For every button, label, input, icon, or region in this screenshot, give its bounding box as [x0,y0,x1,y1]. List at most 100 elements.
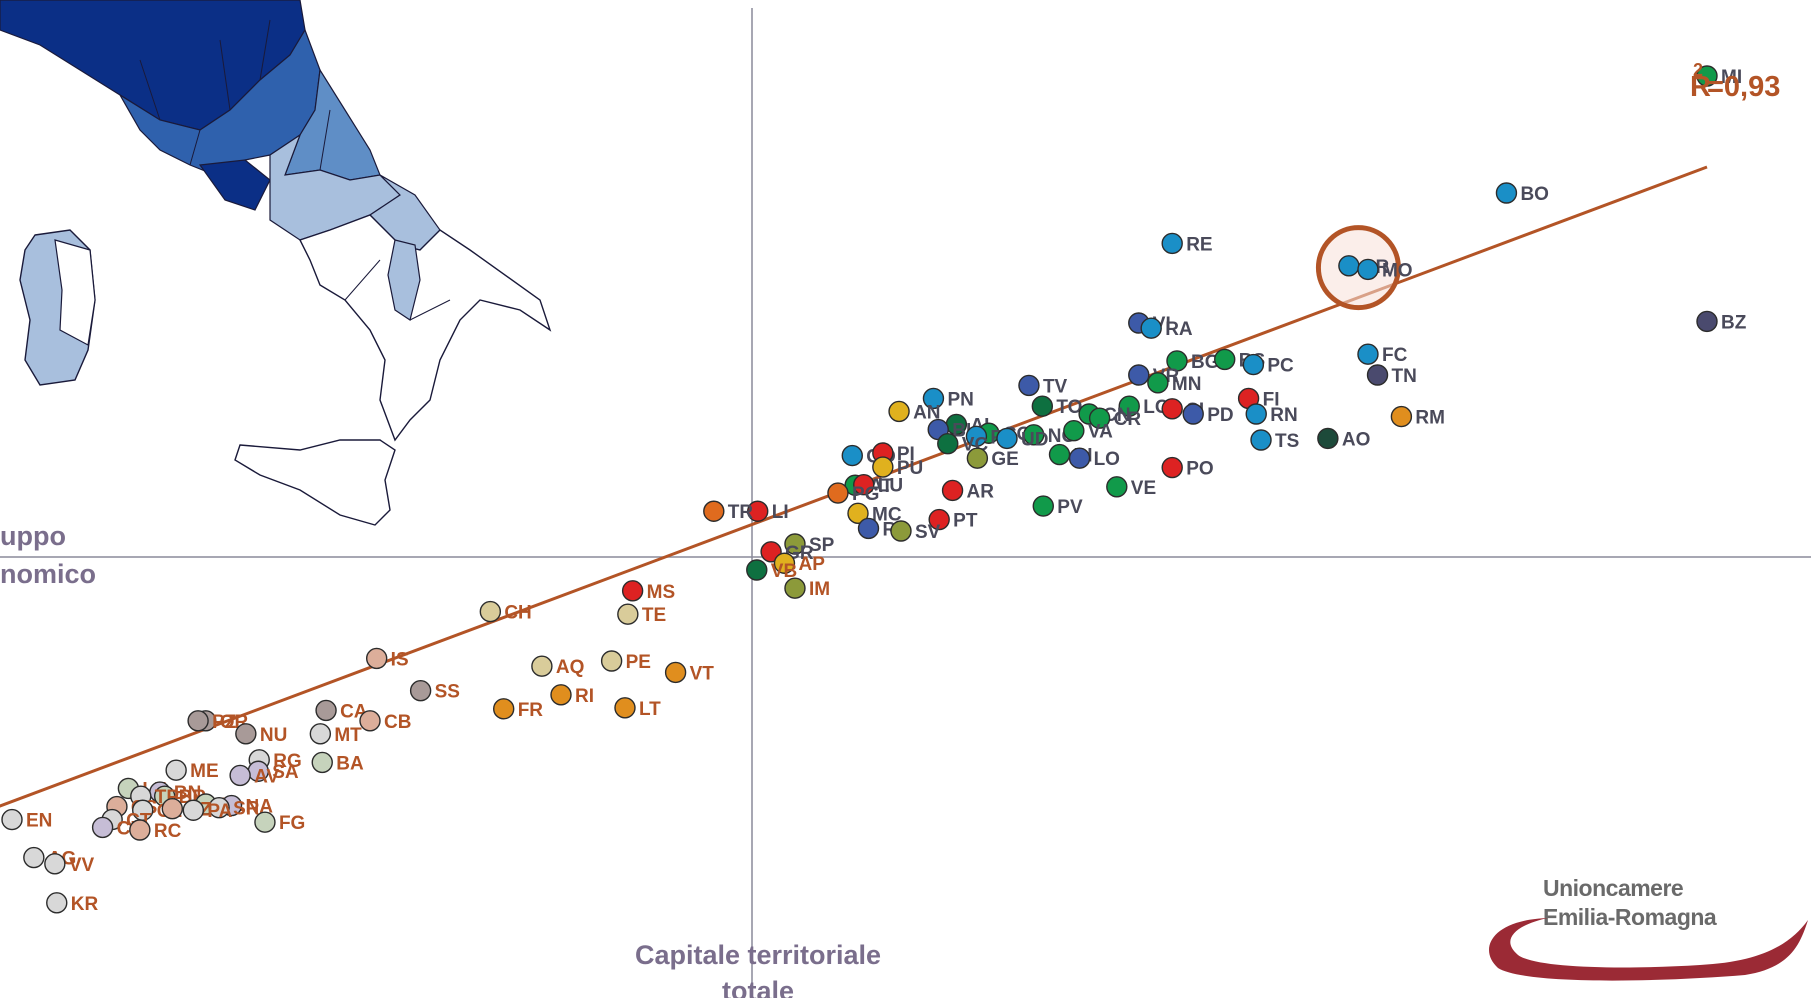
point-label-at: AT [869,476,893,497]
data-point-ve [1106,476,1128,498]
y-axis-title-line1: uppo [0,521,66,551]
x-axis-title-line1: Capitale territoriale [635,940,881,970]
point-label-ar: AR [967,481,995,502]
point-label-po: PO [1186,459,1213,480]
point-label-vt: VT [690,663,715,684]
data-point-ge [966,447,989,469]
point-label-rg: RG [273,751,302,772]
data-point-cr [1088,407,1111,429]
data-point-vc [937,432,959,455]
point-label-fg: FG [279,813,305,834]
point-label-mo: MO [1382,260,1413,281]
data-point-ba [311,751,333,774]
point-label-rn: RN [1270,405,1297,426]
point-label-tv: TV [1043,376,1068,397]
data-point-fc [1357,343,1379,365]
logo-swoosh [1489,918,1808,981]
data-point-mt [309,723,332,745]
r-squared-superscript: 2 [1693,60,1703,80]
data-point-fg [254,811,276,833]
point-label-rm: RM [1415,408,1445,429]
data-point-ce [91,816,114,839]
point-label-tn: TN [1392,366,1417,387]
r-squared-value: =0,93 [1707,71,1780,103]
data-point-bo [1495,182,1518,204]
point-label-aq: AQ [556,657,585,678]
point-label-pi: PI [897,444,915,465]
data-point-sp [784,533,806,555]
point-label-pa: PA [207,801,232,822]
point-label-an: AN [913,402,940,423]
point-label-lu: LU [878,476,903,497]
point-label-pg: PG [852,484,879,505]
data-point-pr [1338,255,1360,277]
point-label-fi: FI [1263,389,1280,410]
point-label-fr: FR [518,700,544,721]
point-label-pn: PN [947,389,973,410]
point-label-cr: CR [1114,409,1142,430]
data-point-bs [1214,348,1236,371]
data-point-kr [46,892,68,914]
data-point-bi [1048,443,1071,466]
point-label-pc: PC [1267,356,1294,377]
data-point-mi [1696,65,1718,87]
point-label-ms: MS [647,582,676,603]
data-point-to [1031,395,1054,417]
data-point-mc [847,502,869,525]
data-point-te [617,603,639,625]
point-label-vv: VV [69,855,95,876]
point-label-ap: AP [798,554,825,575]
data-point-li [747,500,769,522]
point-label-av: AV [254,766,279,787]
data-point-sv [890,520,912,542]
point-label-sv: SV [915,522,941,543]
data-point-ch [479,600,502,623]
data-point-pg [827,482,849,504]
point-label-ss: SS [435,682,460,703]
data-point-lu [853,474,875,496]
data-point-an [888,400,910,423]
point-label-lo: LO [1094,449,1120,470]
data-point-ts [1250,429,1272,451]
point-label-ch: CH [504,603,531,624]
data-point-lo [1068,447,1091,469]
point-label-bn: BN [174,783,201,804]
data-point-ca [315,699,337,722]
point-label-sr: SR [233,799,260,820]
point-label-fc: FC [1382,345,1408,366]
data-point-bg [1166,350,1188,372]
data-point-vr [1128,364,1150,386]
point-label-en: EN [26,811,52,832]
data-point-en [1,808,23,831]
data-point-pn [922,387,945,410]
data-point-fr [493,698,515,720]
data-point-mn [1147,372,1169,394]
point-label-bg: BG [1191,352,1220,373]
data-point-no [1023,424,1045,446]
point-label-pv: PV [1057,497,1083,518]
data-point-pa [182,799,205,821]
data-point-ro [857,517,880,540]
point-label-ts: TS [1275,431,1299,452]
data-point-pv [1032,495,1054,517]
point-label-pz: PZ [212,712,237,733]
r-squared-annotation: R2=0,93 [1690,60,1780,103]
data-point-av [229,764,251,787]
point-label-ba: BA [336,753,364,774]
data-point-ap [773,552,796,574]
data-point-ag [23,846,45,869]
data-point-ri [550,684,572,706]
data-point-vb [746,559,768,581]
point-label-kr: KR [71,894,99,915]
data-point-pd [1182,403,1204,425]
point-label-li: LI [772,502,789,523]
point-label-pe: PE [626,652,651,673]
data-point-fe [965,425,988,448]
data-point-cb [359,710,381,732]
data-point-lt [614,697,636,719]
data-point-ud [996,427,1018,450]
point-label-ao: AO [1342,429,1371,450]
y-axis-title-line2: nomico [0,559,96,589]
point-label-mn: MN [1172,374,1202,395]
